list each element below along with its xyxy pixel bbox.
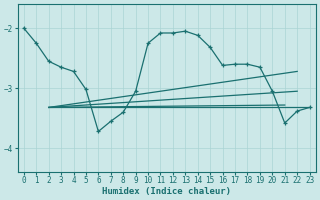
X-axis label: Humidex (Indice chaleur): Humidex (Indice chaleur) xyxy=(102,187,231,196)
